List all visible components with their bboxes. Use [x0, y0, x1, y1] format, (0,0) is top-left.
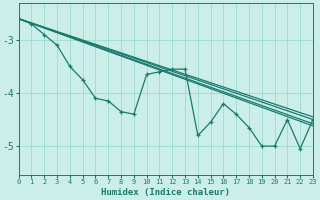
X-axis label: Humidex (Indice chaleur): Humidex (Indice chaleur): [101, 188, 230, 197]
